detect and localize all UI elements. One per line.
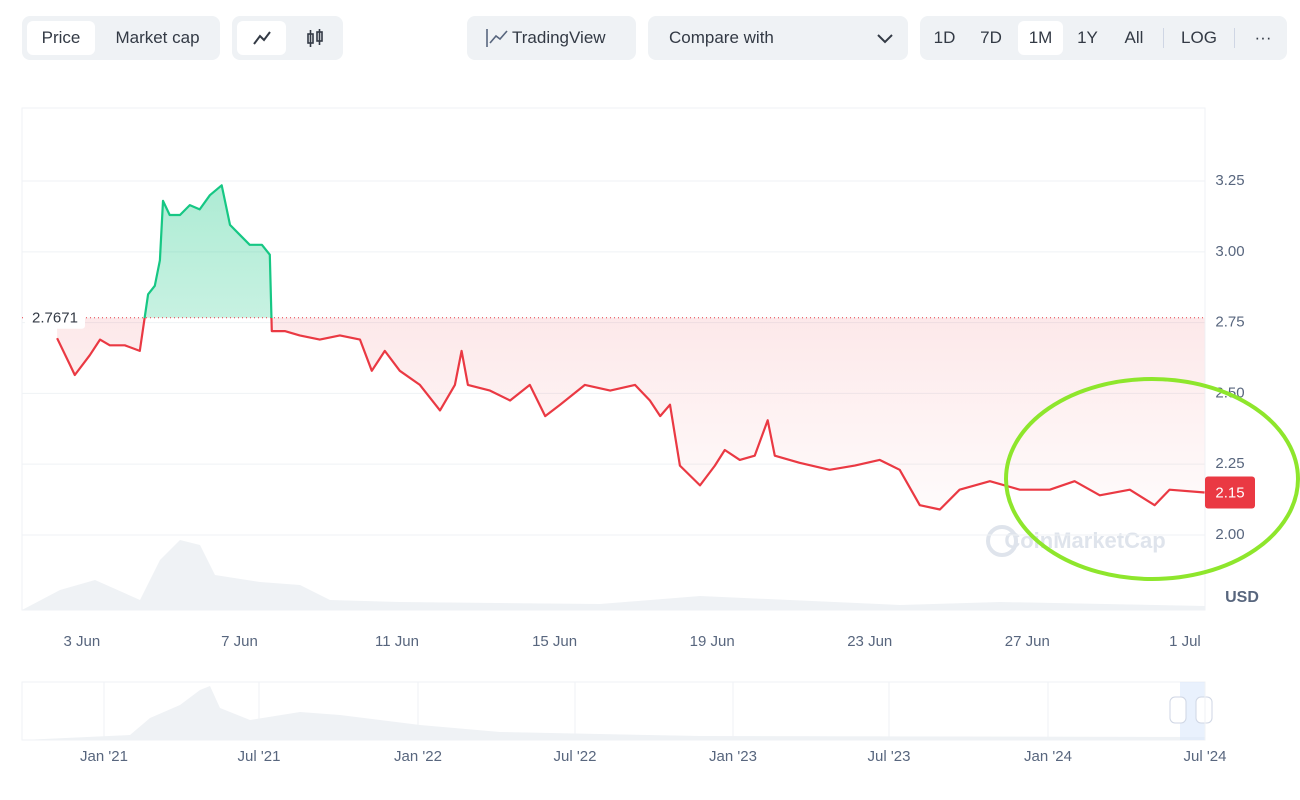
log-button[interactable]: LOG (1181, 28, 1217, 47)
line-icon (253, 31, 271, 45)
range-button[interactable]: 7D (980, 28, 1002, 47)
x-tick-label: 7 Jun (221, 633, 258, 650)
range-button[interactable]: All (1124, 28, 1144, 47)
current-price-label: 2.15 (1215, 484, 1244, 501)
y-tick-label: 2.00 (1215, 526, 1244, 543)
x-tick-label: 19 Jun (690, 633, 735, 650)
more-button[interactable]: ··· (1254, 28, 1272, 47)
candle-icon (307, 29, 323, 47)
area-below-baseline (57, 317, 1205, 510)
navigator-handle[interactable] (1169, 696, 1187, 724)
navigator-label: Jan '22 (394, 748, 442, 765)
current-price-box (1205, 476, 1255, 509)
x-tick-label: 1 Jul (1169, 633, 1201, 650)
range-button[interactable]: 1M (1018, 21, 1063, 55)
tradingview-label: TradingView (512, 28, 606, 47)
divider (1163, 28, 1164, 48)
y-tick-label: 3.00 (1215, 243, 1244, 260)
tab-price[interactable]: Price (27, 21, 95, 55)
area-above-baseline (57, 185, 1205, 318)
x-tick-label: 11 Jun (375, 633, 419, 650)
navigator-label: Jul '24 (1184, 748, 1227, 765)
navigator-label: Jul '22 (554, 748, 597, 765)
range-button[interactable]: 1Y (1077, 28, 1098, 47)
y-tick-label: 2.25 (1215, 455, 1244, 472)
tab-market-cap[interactable]: Market cap (115, 28, 200, 47)
unit-label: USD (1225, 589, 1259, 606)
compare-dropdown[interactable]: Compare with (648, 16, 908, 60)
navigator-label: Jan '24 (1024, 748, 1072, 765)
chevron (877, 34, 893, 44)
watermark: CoinMarketCap (1004, 528, 1165, 553)
highlight-ellipse (1004, 377, 1300, 581)
navigator-handle[interactable] (1195, 696, 1213, 724)
tv-icon (486, 29, 508, 47)
navigator-label: Jan '21 (80, 748, 128, 765)
compare-label: Compare with (669, 28, 774, 47)
price-line (56, 184, 1205, 511)
x-tick-label: 23 Jun (847, 633, 892, 650)
baseline-label-box (25, 306, 85, 329)
baseline-label: 2.7671 (32, 310, 78, 327)
x-tick-label: 3 Jun (64, 633, 101, 650)
chart-style (232, 16, 343, 60)
y-tick-label: 3.25 (1215, 172, 1244, 189)
divider (1234, 28, 1235, 48)
navigator-label: Jul '21 (238, 748, 281, 765)
navigator-label: Jan '23 (709, 748, 757, 765)
navigator-area (22, 686, 1205, 740)
y-tick-label: 2.75 (1215, 314, 1244, 331)
line-style-button[interactable] (237, 21, 286, 55)
watermark-logo (986, 525, 1018, 557)
navigator-label: Jul '23 (868, 748, 911, 765)
range-group: 1D 7D 1M 1Y All LOG ··· (920, 16, 1287, 60)
tradingview-button[interactable]: TradingView (467, 16, 636, 60)
volume-area (22, 540, 1205, 610)
x-tick-label: 27 Jun (1005, 633, 1050, 650)
range-button[interactable]: 1D (933, 28, 956, 47)
view-tabs: Price Market cap (22, 16, 220, 60)
candle-style-button[interactable] (290, 21, 339, 55)
x-tick-label: 15 Jun (532, 633, 577, 650)
